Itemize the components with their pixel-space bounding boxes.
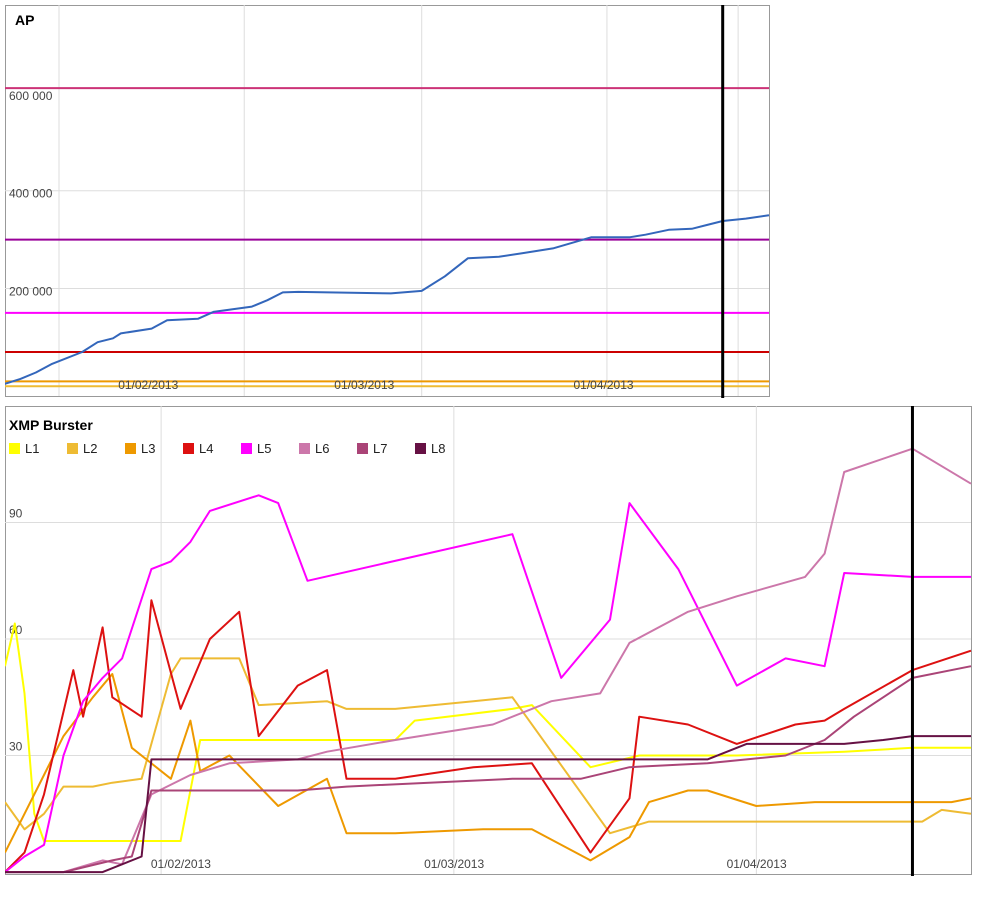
legend-swatch-l8 [415, 443, 426, 454]
series-line-l4 [5, 599, 972, 873]
plot-frame [5, 5, 770, 397]
series-line-l2 [5, 657, 972, 835]
legend-label-l5: L5 [257, 441, 271, 456]
chart-title: XMP Burster [9, 417, 93, 433]
legend-label-l2: L2 [83, 441, 97, 456]
series-line-l7 [5, 665, 972, 874]
x-tick-label: 01/04/2013 [574, 378, 634, 392]
x-tick-label: 01/02/2013 [118, 378, 178, 392]
series-line-l5 [5, 494, 971, 873]
series-line-l3 [5, 673, 972, 862]
series-line-l8 [5, 735, 971, 874]
y-tick-label: 600 000 [9, 89, 53, 103]
legend-swatch-l1 [9, 443, 20, 454]
legend-label-l7: L7 [373, 441, 387, 456]
x-tick-label: 01/03/2013 [424, 857, 484, 871]
chart-title: AP [15, 12, 34, 28]
legend-label-l4: L4 [199, 441, 213, 456]
ap-series-line [5, 214, 770, 385]
legend-label-l3: L3 [141, 441, 155, 456]
x-tick-label: 01/04/2013 [727, 857, 787, 871]
y-tick-label: 30 [9, 740, 23, 754]
plot-frame [5, 406, 972, 875]
y-tick-label: 200 000 [9, 284, 53, 298]
ap-chart: AP 200 000 400 000 600 000 01/02/2013 01/03/… [5, 5, 770, 398]
y-tick-label: 90 [9, 507, 23, 521]
legend-swatch-l6 [299, 443, 310, 454]
series-line-l6 [5, 447, 972, 874]
series-line-l1 [5, 622, 971, 842]
legend-swatch-l3 [125, 443, 136, 454]
legend-label-l8: L8 [431, 441, 445, 456]
legend-swatch-l5 [241, 443, 252, 454]
x-tick-label: 01/03/2013 [334, 378, 394, 392]
legend-swatch-l7 [357, 443, 368, 454]
legend-label-l1: L1 [25, 441, 39, 456]
legend-label-l6: L6 [315, 441, 329, 456]
legend-swatch-l4 [183, 443, 194, 454]
y-tick-label: 400 000 [9, 187, 53, 201]
legend-swatch-l2 [67, 443, 78, 454]
x-tick-label: 01/02/2013 [151, 857, 211, 871]
